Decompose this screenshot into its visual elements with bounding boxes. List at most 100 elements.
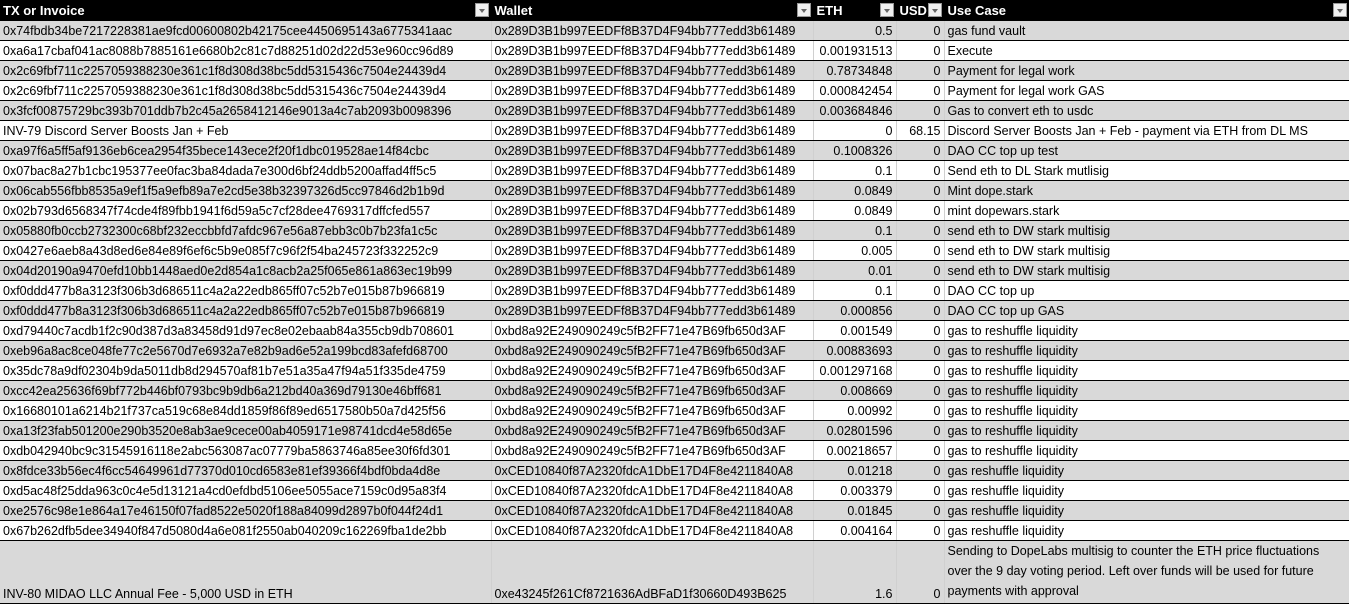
cell-eth[interactable]: 0.5 [813,21,897,41]
cell-eth[interactable]: 0.001549 [813,320,897,341]
cell-usd[interactable]: 0 [896,540,945,604]
cell-eth[interactable]: 0 [813,120,897,141]
cell-use-case[interactable]: Send eth to DL Stark mutlisig [944,160,1349,181]
cell-wallet[interactable]: 0xbd8a92E249090249c5fB2FF71e47B69fb650d3… [491,320,814,341]
cell-use-case[interactable]: gas to reshuffle liquidity [944,380,1349,401]
cell-usd[interactable]: 0 [896,160,945,181]
cell-use-case[interactable]: DAO CC top up GAS [944,300,1349,321]
cell-usd[interactable]: 0 [896,480,945,501]
cell-wallet[interactable]: 0x289D3B1b997EEDFf8B37D4F94bb777edd3b614… [491,21,814,41]
cell-usd[interactable]: 0 [896,140,945,161]
filter-dropdown-icon[interactable] [474,3,489,17]
cell-usd[interactable]: 0 [896,500,945,521]
cell-wallet[interactable]: 0x289D3B1b997EEDFf8B37D4F94bb777edd3b614… [491,280,814,301]
cell-tx[interactable]: 0xd79440c7acdb1f2c90d387d3a83458d91d97ec… [0,320,492,341]
cell-use-case[interactable]: Sending to DopeLabs multisig to counter … [944,540,1349,604]
cell-eth[interactable]: 0.01845 [813,500,897,521]
cell-tx[interactable]: INV-80 MIDAO LLC Annual Fee - 5,000 USD … [0,540,492,604]
cell-usd[interactable]: 0 [896,460,945,481]
cell-wallet[interactable]: 0x289D3B1b997EEDFf8B37D4F94bb777edd3b614… [491,240,814,261]
cell-wallet[interactable]: 0x289D3B1b997EEDFf8B37D4F94bb777edd3b614… [491,40,814,61]
cell-tx[interactable]: 0xa6a17cbaf041ac8088b7885161e6680b2c81c7… [0,40,492,61]
cell-usd[interactable]: 0 [896,100,945,121]
cell-usd[interactable]: 0 [896,60,945,81]
cell-use-case[interactable]: DAO CC top up [944,280,1349,301]
cell-eth[interactable]: 0.78734848 [813,60,897,81]
cell-tx[interactable]: 0xcc42ea25636f69bf772b446bf0793bc9b9db6a… [0,380,492,401]
cell-use-case[interactable]: gas to reshuffle liquidity [944,360,1349,381]
cell-wallet[interactable]: 0xbd8a92E249090249c5fB2FF71e47B69fb650d3… [491,340,814,361]
cell-tx[interactable]: 0x3fcf00875729bc393b701ddb7b2c45a2658412… [0,100,492,121]
cell-use-case[interactable]: gas reshuffle liquidity [944,480,1349,501]
cell-eth[interactable]: 0.005 [813,240,897,261]
cell-usd[interactable]: 0 [896,240,945,261]
cell-eth[interactable]: 0.01218 [813,460,897,481]
cell-wallet[interactable]: 0xCED10840f87A2320fdcA1DbE17D4F8e4211840… [491,460,814,481]
cell-tx[interactable]: 0x8fdce33b56ec4f6cc54649961d77370d010cd6… [0,460,492,481]
cell-wallet[interactable]: 0xbd8a92E249090249c5fB2FF71e47B69fb650d3… [491,400,814,421]
cell-use-case[interactable]: gas to reshuffle liquidity [944,340,1349,361]
cell-eth[interactable]: 0.004164 [813,520,897,541]
cell-tx[interactable]: 0x0427e6aeb8a43d8ed6e84e89f6ef6c5b9e085f… [0,240,492,261]
cell-eth[interactable]: 0.0849 [813,200,897,221]
cell-use-case[interactable]: Execute [944,40,1349,61]
cell-wallet[interactable]: 0x289D3B1b997EEDFf8B37D4F94bb777edd3b614… [491,100,814,121]
cell-tx[interactable]: 0xd5ac48f25dda963c0c4e5d13121a4cd0efdbd5… [0,480,492,501]
cell-usd[interactable]: 68.15 [896,120,945,141]
cell-tx[interactable]: 0x04d20190a9470efd10bb1448aed0e2d854a1c8… [0,260,492,281]
cell-usd[interactable]: 0 [896,260,945,281]
cell-eth[interactable]: 0.1 [813,160,897,181]
cell-eth[interactable]: 0.01 [813,260,897,281]
cell-wallet[interactable]: 0xbd8a92E249090249c5fB2FF71e47B69fb650d3… [491,420,814,441]
cell-usd[interactable]: 0 [896,40,945,61]
cell-usd[interactable]: 0 [896,180,945,201]
cell-wallet[interactable]: 0x289D3B1b997EEDFf8B37D4F94bb777edd3b614… [491,160,814,181]
cell-tx[interactable]: 0xe2576c98e1e864a17e46150f07fad8522e5020… [0,500,492,521]
cell-eth[interactable]: 0.0849 [813,180,897,201]
cell-wallet[interactable]: 0x289D3B1b997EEDFf8B37D4F94bb777edd3b614… [491,120,814,141]
cell-tx[interactable]: 0x06cab556fbb8535a9ef1f5a9efb89a7e2cd5e3… [0,180,492,201]
cell-wallet[interactable]: 0x289D3B1b997EEDFf8B37D4F94bb777edd3b614… [491,80,814,101]
cell-wallet[interactable]: 0x289D3B1b997EEDFf8B37D4F94bb777edd3b614… [491,260,814,281]
cell-tx[interactable]: 0x05880fb0ccb2732300c68bf232eccbbfd7afdc… [0,220,492,241]
cell-eth[interactable]: 0.00992 [813,400,897,421]
cell-tx[interactable]: 0x2c69fbf711c2257059388230e361c1f8d308d3… [0,60,492,81]
cell-wallet[interactable]: 0x289D3B1b997EEDFf8B37D4F94bb777edd3b614… [491,180,814,201]
cell-tx[interactable]: 0x07bac8a27b1cbc195377ee0fac3ba84dada7e3… [0,160,492,181]
filter-dropdown-icon[interactable] [879,3,894,17]
cell-eth[interactable]: 0.003684846 [813,100,897,121]
cell-use-case[interactable]: Payment for legal work GAS [944,80,1349,101]
cell-wallet[interactable]: 0x289D3B1b997EEDFf8B37D4F94bb777edd3b614… [491,300,814,321]
cell-usd[interactable]: 0 [896,320,945,341]
cell-eth[interactable]: 0.008669 [813,380,897,401]
cell-use-case[interactable]: send eth to DW stark multisig [944,260,1349,281]
cell-eth[interactable]: 0.000856 [813,300,897,321]
cell-tx[interactable]: 0x67b262dfb5dee34940f847d5080d4a6e081f25… [0,520,492,541]
cell-usd[interactable]: 0 [896,80,945,101]
cell-usd[interactable]: 0 [896,440,945,461]
cell-tx[interactable]: 0x16680101a6214b21f737ca519c68e84dd1859f… [0,400,492,421]
cell-use-case[interactable]: gas to reshuffle liquidity [944,320,1349,341]
cell-use-case[interactable]: mint dopewars.stark [944,200,1349,221]
filter-dropdown-icon[interactable] [796,3,811,17]
cell-wallet[interactable]: 0xCED10840f87A2320fdcA1DbE17D4F8e4211840… [491,500,814,521]
cell-use-case[interactable]: gas to reshuffle liquidity [944,400,1349,421]
filter-dropdown-icon[interactable] [927,3,942,17]
cell-tx[interactable]: 0xf0ddd477b8a3123f306b3d686511c4a2a22edb… [0,300,492,321]
cell-use-case[interactable]: Discord Server Boosts Jan + Feb - paymen… [944,120,1349,141]
cell-use-case[interactable]: send eth to DW stark multisig [944,240,1349,261]
cell-wallet[interactable]: 0x289D3B1b997EEDFf8B37D4F94bb777edd3b614… [491,60,814,81]
cell-use-case[interactable]: gas to reshuffle liquidity [944,440,1349,461]
cell-eth[interactable]: 0.000842454 [813,80,897,101]
cell-usd[interactable]: 0 [896,360,945,381]
cell-eth[interactable]: 0.00883693 [813,340,897,361]
cell-eth[interactable]: 0.003379 [813,480,897,501]
cell-wallet[interactable]: 0xe43245f261Cf8721636AdBFaD1f30660D493B6… [491,540,814,604]
cell-eth[interactable]: 0.00218657 [813,440,897,461]
cell-usd[interactable]: 0 [896,380,945,401]
cell-wallet[interactable]: 0x289D3B1b997EEDFf8B37D4F94bb777edd3b614… [491,140,814,161]
cell-usd[interactable]: 0 [896,220,945,241]
cell-use-case[interactable]: Mint dope.stark [944,180,1349,201]
cell-eth[interactable]: 0.1 [813,280,897,301]
cell-tx[interactable]: 0xf0ddd477b8a3123f306b3d686511c4a2a22edb… [0,280,492,301]
